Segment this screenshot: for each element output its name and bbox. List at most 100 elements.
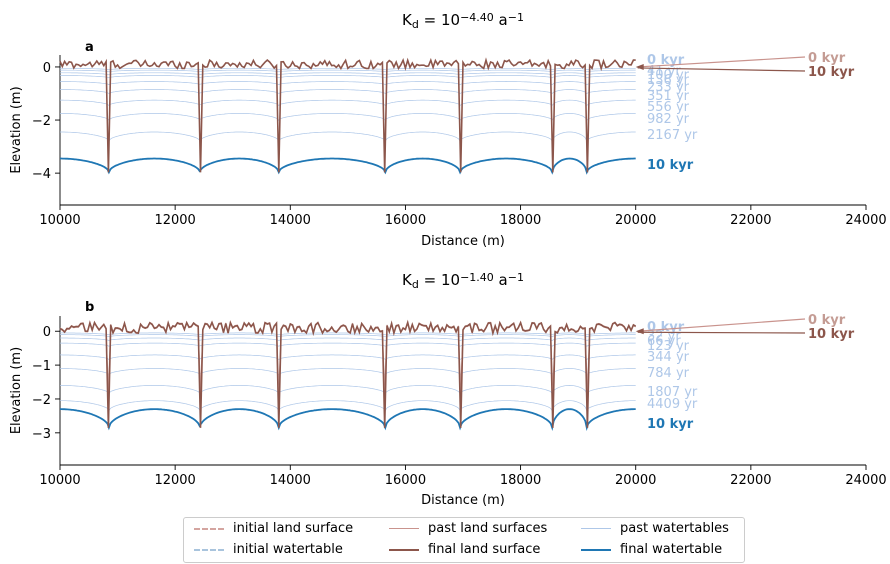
past-watertable-line [60,400,636,412]
past-watertable-line [60,99,636,106]
land-label-pointer [637,318,806,332]
panel-letter: b [85,300,94,315]
title-part: a [494,271,508,289]
watertable-time-label: 100 yr [647,68,690,83]
final-watertable-line [60,408,636,432]
y-tick-label: −2 [32,393,51,408]
x-tick-label: 24000 [845,473,886,488]
land-time-label: 10 kyr [808,65,855,80]
x-tick-label: 20000 [615,213,656,228]
past-watertable-line [60,368,636,376]
watertable-time-label: 136 yr [647,73,690,88]
x-tick-label: 16000 [385,213,426,228]
legend-label: final watertable [620,542,723,557]
past-watertable-line [60,385,636,395]
chart-panel-a: Kd = 10−4.40 a−1a 10000 12000 14000 16000 180… [9,11,887,249]
legend-label: initial watertable [233,542,343,557]
watertable-time-label: 1807 yr [647,385,698,400]
x-tick-label: 18000 [500,473,541,488]
legend-label: past watertables [620,521,729,536]
past-watertable-line [60,131,636,142]
y-axis-label: Elevation (m) [9,86,24,173]
past-watertable-line [60,75,636,79]
x-axis-label: Distance (m) [421,493,505,508]
land-label-arrowhead [635,63,644,70]
watertable-time-label: 10 kyr [647,417,694,432]
title-part: a [494,11,508,29]
title-part: −1 [508,11,524,24]
legend-item-initial-land: initial land surface [194,521,353,536]
x-tick-label: 10000 [39,473,80,488]
legend-swatch [581,548,611,551]
past-land-surface-line [59,321,636,386]
final-watertable-line [60,157,636,175]
final-land-surface-line [59,57,636,173]
x-tick-label: 10000 [39,213,80,228]
legend-swatch [581,528,611,529]
y-tick-label: 0 [43,325,51,340]
past-watertable-line [59,81,636,86]
legend-item-final-land: final land surface [389,542,540,557]
past-watertable-line [60,89,636,94]
watertable-time-label: 2167 yr [647,128,698,143]
watertable-time-label: 351 yr [647,89,690,104]
y-tick-label: −2 [32,114,51,129]
legend-item-final-watertable: final watertable [581,542,722,557]
chart-title: Kd = 10−4.40 a−1 [402,11,524,31]
y-tick-label: −3 [32,427,51,442]
y-tick-label: 0 [43,61,51,76]
y-tick-label: −1 [32,359,51,374]
legend-label: past land surfaces [428,521,548,536]
x-tick-label: 14000 [270,473,311,488]
watertable-time-label: 784 yr [647,366,690,381]
x-tick-label: 24000 [845,213,886,228]
legend-item-past-watertables: past watertables [581,521,729,536]
chart-panel-b: Kd = 10−1.40 a−1 b 10000 12000 14000 16000 180… [9,271,887,508]
legend: initial land surface initial watertable … [183,517,745,563]
x-tick-label: 22000 [730,213,771,228]
past-watertable-line [60,334,636,338]
title-part: d [412,278,419,291]
past-watertable-line [60,332,636,336]
x-tick-label: 12000 [154,213,195,228]
past-land-surface-line [59,321,636,396]
watertable-time-label: 556 yr [647,100,690,115]
x-tick-label: 20000 [615,473,656,488]
land-time-label: 10 kyr [808,327,855,342]
legend-swatch [194,548,224,551]
land-label-arrowhead [635,328,644,335]
legend-swatch [194,527,224,530]
x-tick-label: 16000 [385,473,426,488]
legend-label: final land surface [428,542,541,557]
chart-title: Kd = 10−1.40 a−1 [402,271,524,291]
watertable-time-label: 123 yr [647,339,690,354]
title-part: K [402,271,413,289]
past-watertable-line [60,337,636,341]
watertable-time-label: 4409 yr [647,397,698,412]
x-tick-label: 22000 [730,473,771,488]
land-label-pointer [637,67,806,72]
final-land-surface-line [59,319,637,428]
title-part: −1 [508,271,524,284]
legend-item-past-land: past land surfaces [389,521,547,536]
legend-item-initial-watertable: initial watertable [194,542,343,557]
title-part: = 10 [419,11,460,29]
x-axis-label: Distance (m) [421,234,505,249]
title-part: d [412,18,419,31]
watertable-time-label: 0 kyr [647,320,685,335]
watertable-time-label: 344 yr [647,350,690,365]
legend-label: initial land surface [233,521,354,536]
past-watertable-line [60,72,636,76]
past-watertable-line [60,113,636,121]
legend-swatch [389,548,419,551]
land-label-pointer [637,56,806,68]
watertable-time-label: 233 yr [647,80,690,95]
x-tick-label: 12000 [154,473,195,488]
y-tick-label: −4 [32,167,51,182]
x-tick-label: 14000 [270,213,311,228]
x-tick-label: 18000 [500,213,541,228]
past-watertable-line [60,69,636,73]
watertable-time-label: 66 yr [647,334,681,349]
y-axis-label: Elevation (m) [9,347,24,434]
